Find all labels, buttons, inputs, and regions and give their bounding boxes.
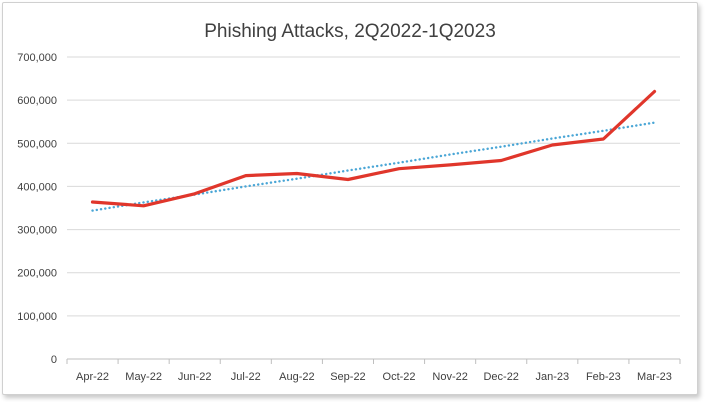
y-tick-label: 300,000 (17, 225, 57, 237)
chart-frame (2, 2, 698, 395)
x-tick-label: Mar-23 (637, 371, 672, 383)
y-tick-label: 0 (51, 354, 57, 366)
x-tick-label: May-22 (125, 371, 162, 383)
x-tick-label: Oct-22 (383, 371, 416, 383)
x-tick-label: Dec-22 (483, 371, 518, 383)
x-tick-label: Jan-23 (535, 371, 569, 383)
y-tick-label: 600,000 (17, 95, 57, 107)
y-tick-label: 100,000 (17, 311, 57, 323)
y-tick-label: 500,000 (17, 138, 57, 150)
chart-title: Phishing Attacks, 2Q2022-1Q2023 (204, 21, 496, 42)
x-axis (66, 358, 681, 364)
y-axis-tick-labels: 0 100,000 200,000 300,000 400,000 500,000 600,… (17, 52, 57, 366)
x-tick-label: Jul-22 (231, 371, 261, 383)
y-tick-label: 700,000 (17, 52, 57, 64)
gridlines (67, 56, 680, 317)
x-tick-label: Jun-22 (178, 371, 212, 383)
x-tick-label: Aug-22 (279, 371, 314, 383)
phishing-attacks-series-line (90, 89, 657, 208)
series-layer (90, 89, 657, 212)
y-tick-label: 200,000 (17, 268, 57, 280)
x-axis-tick-labels: Apr-22 May-22 Jun-22 Jul-22 Aug-22 Sep-22 Oct-… (76, 371, 672, 383)
y-tick-label: 400,000 (17, 181, 57, 193)
x-tick-label: Sep-22 (330, 371, 365, 383)
x-tick-label: Feb-23 (586, 371, 621, 383)
x-tick-label: Apr-22 (76, 371, 109, 383)
x-tick-label: Nov-22 (432, 371, 467, 383)
